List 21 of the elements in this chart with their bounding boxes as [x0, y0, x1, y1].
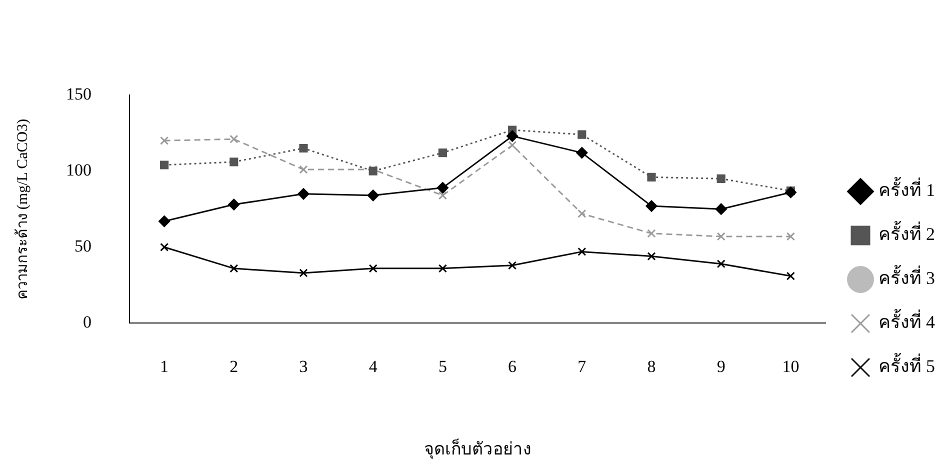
- x-axis-title: จุดเก็บตัวอย่าง: [424, 437, 531, 460]
- x-tick-label: 4: [368, 356, 378, 376]
- y-tick-label: 150: [66, 84, 92, 104]
- legend-label: ครั้งที่ 2: [878, 221, 935, 244]
- legend-label: ครั้งที่ 1: [878, 177, 935, 200]
- x-tick-label: 5: [438, 356, 447, 376]
- y-tick-label: 100: [66, 160, 92, 180]
- y-tick-label: 0: [83, 312, 92, 332]
- y-axis-title: ความกระด้าง (mg/L CaCO3): [14, 118, 31, 300]
- x-tick-label: 2: [230, 356, 238, 376]
- x-tick-label: 6: [508, 356, 517, 376]
- x-tick-label: 7: [578, 356, 587, 376]
- x-tick-label: 8: [647, 356, 656, 376]
- legend-label: ครั้งที่ 4: [878, 309, 935, 332]
- x-tick-label: 9: [716, 356, 726, 376]
- x-tick-label: 3: [299, 356, 308, 376]
- x-tick-label: 10: [782, 356, 800, 376]
- legend-label: ครั้งที่ 5: [878, 353, 935, 376]
- x-tick-label: 1: [160, 356, 169, 376]
- y-tick-label: 50: [74, 236, 92, 256]
- legend-label: ครั้งที่ 3: [878, 265, 935, 288]
